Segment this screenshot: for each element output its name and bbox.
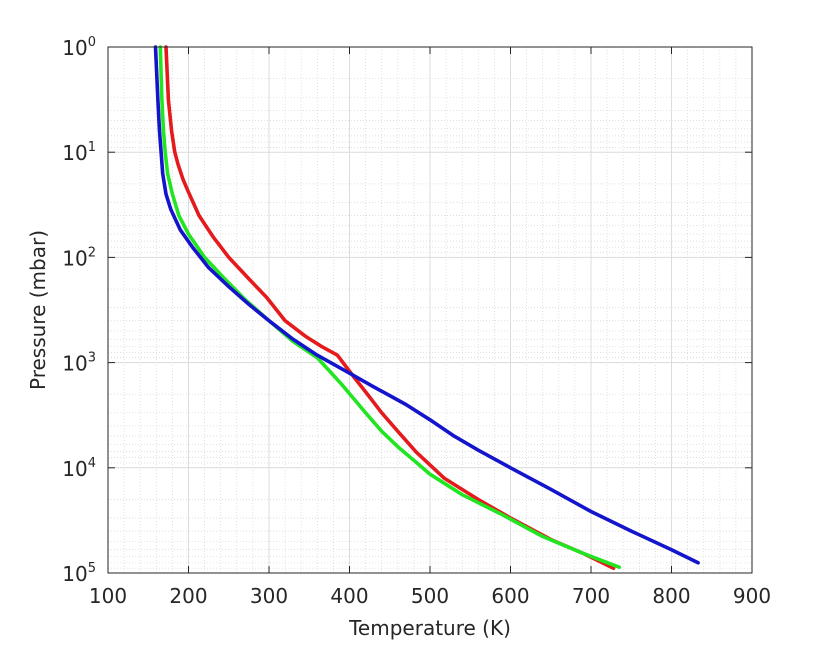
- x-tick-label: 400: [330, 584, 368, 608]
- x-tick-label: 200: [169, 584, 207, 608]
- x-tick-label: 900: [733, 584, 771, 608]
- x-tick-label: 100: [89, 584, 127, 608]
- y-axis-label: Pressure (mbar): [26, 230, 50, 390]
- series-line-1: [164, 45, 616, 570]
- x-tick-label: 800: [652, 584, 690, 608]
- x-tick-label: 600: [491, 584, 529, 608]
- series-lines: [153, 45, 700, 570]
- x-tick-label: 300: [250, 584, 288, 608]
- series-line-3: [153, 45, 700, 565]
- y-tick-label: 101: [62, 140, 96, 165]
- x-tick-labels: 100 200 300 400 500 600 700 800 900: [89, 584, 771, 608]
- y-tick-label: 104: [62, 456, 96, 481]
- y-tick-labels: 100 101 102 103 104 105: [62, 35, 96, 586]
- x-tick-label: 700: [572, 584, 610, 608]
- y-tick-label: 102: [62, 245, 96, 270]
- x-tick-label: 500: [411, 584, 449, 608]
- series-line-2: [158, 45, 621, 569]
- axis-ticks: [107, 46, 753, 574]
- x-axis-label: Temperature (K): [348, 616, 511, 640]
- y-tick-label: 100: [62, 35, 96, 60]
- y-tick-label: 103: [62, 351, 96, 376]
- y-tick-label: 105: [62, 561, 96, 586]
